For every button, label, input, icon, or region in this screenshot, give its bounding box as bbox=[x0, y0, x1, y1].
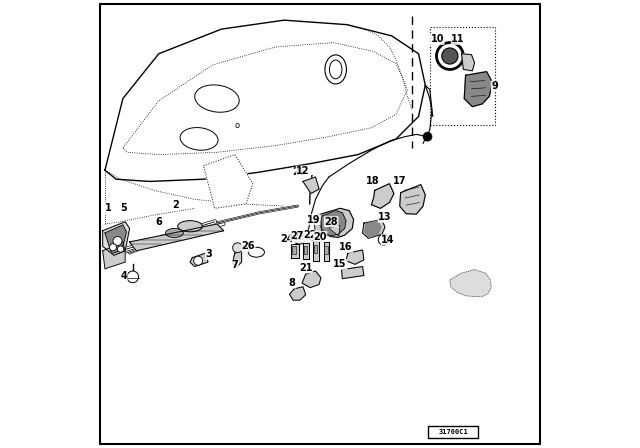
Circle shape bbox=[127, 271, 139, 283]
Circle shape bbox=[423, 132, 432, 141]
Text: 18: 18 bbox=[366, 177, 380, 186]
Text: 20: 20 bbox=[313, 232, 327, 241]
Polygon shape bbox=[464, 72, 493, 107]
Polygon shape bbox=[400, 185, 425, 214]
Polygon shape bbox=[324, 242, 329, 261]
Text: 21: 21 bbox=[299, 263, 312, 273]
Text: 22: 22 bbox=[303, 230, 317, 240]
Ellipse shape bbox=[295, 238, 305, 244]
Text: 23: 23 bbox=[292, 233, 306, 242]
Polygon shape bbox=[314, 241, 319, 261]
Polygon shape bbox=[303, 243, 309, 259]
Text: 19: 19 bbox=[307, 215, 320, 224]
Polygon shape bbox=[289, 287, 306, 300]
Circle shape bbox=[113, 237, 122, 246]
Text: 25: 25 bbox=[292, 168, 306, 177]
Circle shape bbox=[118, 246, 124, 252]
FancyBboxPatch shape bbox=[304, 246, 307, 254]
Polygon shape bbox=[102, 222, 129, 255]
Text: 26: 26 bbox=[241, 241, 255, 251]
Polygon shape bbox=[365, 221, 381, 237]
Polygon shape bbox=[204, 155, 253, 208]
Text: 8: 8 bbox=[289, 278, 296, 288]
Text: 12: 12 bbox=[296, 166, 310, 176]
Text: 11: 11 bbox=[451, 34, 465, 44]
Text: 24: 24 bbox=[280, 234, 294, 244]
Polygon shape bbox=[102, 242, 125, 269]
Text: 4: 4 bbox=[120, 271, 127, 280]
FancyBboxPatch shape bbox=[292, 246, 296, 254]
Polygon shape bbox=[329, 225, 340, 236]
Text: 28: 28 bbox=[324, 217, 338, 227]
Polygon shape bbox=[316, 208, 353, 237]
Circle shape bbox=[233, 243, 243, 253]
FancyBboxPatch shape bbox=[428, 426, 477, 438]
Text: 16: 16 bbox=[339, 242, 353, 252]
Text: 9: 9 bbox=[492, 81, 498, 91]
Text: 17: 17 bbox=[393, 177, 406, 186]
FancyBboxPatch shape bbox=[324, 246, 328, 254]
Text: 13: 13 bbox=[378, 212, 392, 222]
Circle shape bbox=[109, 244, 116, 251]
FancyBboxPatch shape bbox=[314, 246, 317, 254]
Polygon shape bbox=[302, 271, 321, 288]
Polygon shape bbox=[450, 270, 491, 297]
Polygon shape bbox=[291, 244, 299, 258]
Polygon shape bbox=[346, 250, 364, 264]
Text: 10: 10 bbox=[431, 34, 444, 44]
Polygon shape bbox=[303, 177, 319, 194]
Polygon shape bbox=[362, 220, 385, 238]
Polygon shape bbox=[342, 267, 364, 279]
Text: 6: 6 bbox=[156, 217, 162, 227]
Ellipse shape bbox=[165, 228, 183, 237]
Text: 31700C1: 31700C1 bbox=[438, 429, 468, 435]
Text: 15: 15 bbox=[333, 259, 347, 269]
Circle shape bbox=[378, 234, 389, 245]
Text: 14: 14 bbox=[381, 235, 395, 245]
Polygon shape bbox=[461, 54, 474, 71]
Text: 7: 7 bbox=[232, 260, 238, 270]
Polygon shape bbox=[371, 184, 394, 208]
FancyBboxPatch shape bbox=[100, 4, 540, 444]
Ellipse shape bbox=[248, 247, 264, 257]
Polygon shape bbox=[314, 222, 321, 234]
Text: 1: 1 bbox=[105, 203, 112, 213]
Polygon shape bbox=[232, 251, 241, 267]
Ellipse shape bbox=[178, 221, 202, 232]
Polygon shape bbox=[105, 225, 127, 254]
Text: 5: 5 bbox=[120, 203, 127, 213]
Text: 2: 2 bbox=[172, 200, 179, 210]
Text: o: o bbox=[234, 121, 240, 130]
Circle shape bbox=[194, 256, 203, 265]
Polygon shape bbox=[320, 211, 346, 236]
Text: 3: 3 bbox=[205, 250, 212, 259]
Circle shape bbox=[442, 48, 458, 64]
Circle shape bbox=[436, 43, 463, 69]
Text: 27: 27 bbox=[290, 231, 303, 241]
Polygon shape bbox=[129, 224, 223, 251]
Polygon shape bbox=[190, 253, 208, 267]
